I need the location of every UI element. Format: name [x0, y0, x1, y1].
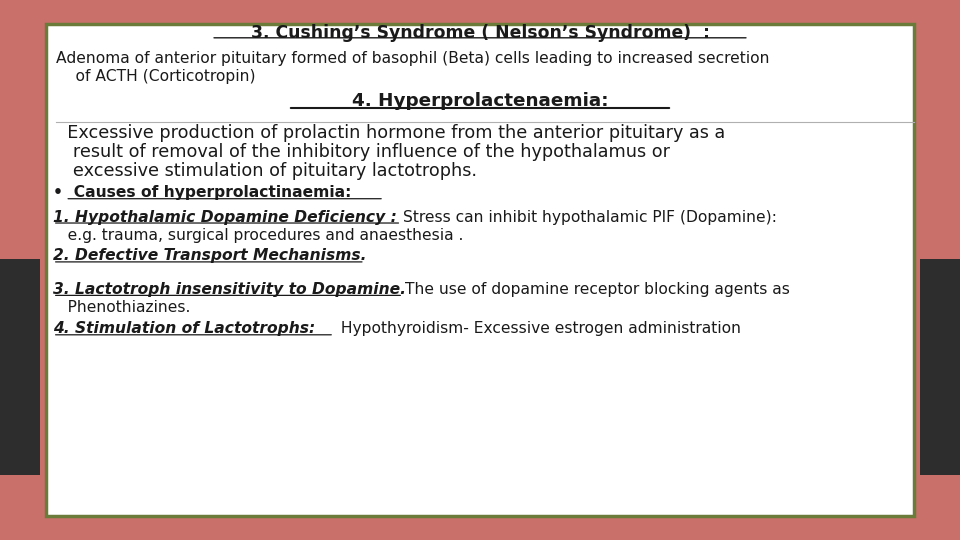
Text: 3. Cushing’s Syndrome ( Nelson’s Syndrome)  :: 3. Cushing’s Syndrome ( Nelson’s Syndrom… — [251, 24, 709, 42]
Text: 1. Hypothalamic Dopamine Deficiency :: 1. Hypothalamic Dopamine Deficiency : — [53, 210, 402, 225]
Text: Adenoma of anterior pituitary formed of basophil (Beta) cells leading to increas: Adenoma of anterior pituitary formed of … — [56, 51, 769, 66]
Text: 4. Stimulation of Lactotrophs:: 4. Stimulation of Lactotrophs: — [53, 321, 321, 336]
Text: 4. Hyperprolactenaemia:: 4. Hyperprolactenaemia: — [351, 92, 609, 110]
Text: of ACTH (Corticotropin): of ACTH (Corticotropin) — [56, 69, 255, 84]
Text: •  Causes of hyperprolactinaemia:: • Causes of hyperprolactinaemia: — [53, 185, 351, 200]
Text: Excessive production of prolactin hormone from the anterior pituitary as a: Excessive production of prolactin hormon… — [56, 124, 725, 142]
Bar — [0, 259, 40, 475]
FancyBboxPatch shape — [46, 24, 914, 516]
Bar — [920, 259, 960, 475]
Text: The use of dopamine receptor blocking agents as: The use of dopamine receptor blocking ag… — [405, 282, 790, 297]
Text: 2. Defective Transport Mechanisms.: 2. Defective Transport Mechanisms. — [53, 248, 367, 264]
Text: excessive stimulation of pituitary lactotrophs.: excessive stimulation of pituitary lacto… — [56, 162, 477, 180]
Text: result of removal of the inhibitory influence of the hypothalamus or: result of removal of the inhibitory infl… — [56, 143, 670, 161]
Text: Hypothyroidism- Excessive estrogen administration: Hypothyroidism- Excessive estrogen admin… — [336, 321, 741, 336]
Text: Phenothiazines.: Phenothiazines. — [53, 300, 190, 315]
Text: e.g. trauma, surgical procedures and anaesthesia .: e.g. trauma, surgical procedures and ana… — [53, 228, 463, 243]
Text: 3. Lactotroph insensitivity to Dopamine.: 3. Lactotroph insensitivity to Dopamine. — [53, 282, 406, 297]
Text: Stress can inhibit hypothalamic PIF (Dopamine):: Stress can inhibit hypothalamic PIF (Dop… — [403, 210, 777, 225]
